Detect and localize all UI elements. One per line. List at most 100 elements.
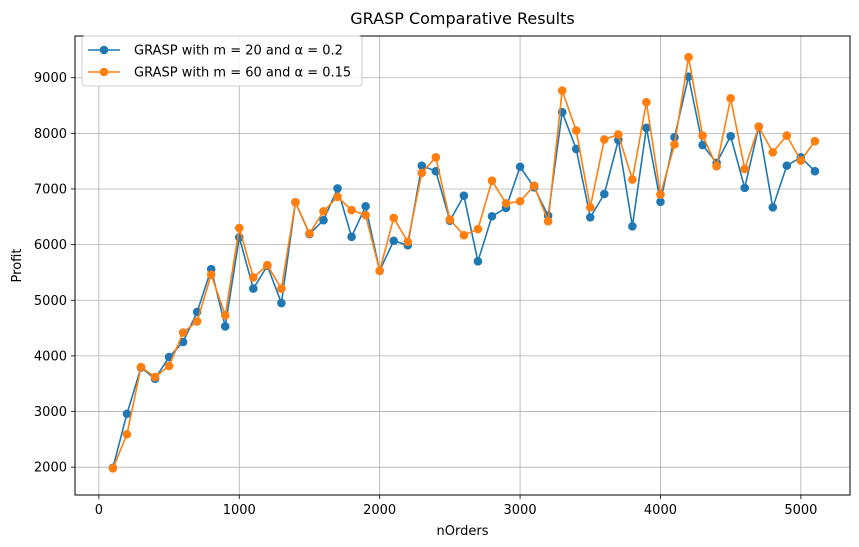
series-2-point <box>263 260 272 270</box>
series-2-point <box>333 192 342 202</box>
series-1-point <box>585 213 595 222</box>
series-1-point <box>782 161 792 170</box>
series-2-point <box>670 140 679 149</box>
series-2-point <box>628 175 637 184</box>
series-2-point <box>810 136 820 146</box>
series-2-point <box>136 362 146 372</box>
series-2-point <box>389 213 399 223</box>
series-2-point <box>487 176 497 185</box>
series-2-point <box>529 181 539 190</box>
legend-swatch-marker <box>99 45 109 55</box>
x-tick-label: 1000 <box>223 503 256 518</box>
x-tick-label: 3000 <box>504 503 537 518</box>
series-2-point <box>543 216 553 226</box>
series-1-point <box>515 162 525 172</box>
series-2-point <box>459 230 469 240</box>
series-2-point <box>249 273 258 282</box>
series-1-point <box>178 337 188 347</box>
series-1-point <box>389 236 399 246</box>
axis-ticks: 0 1000 2000 3000 4000 5000 2000 3000 4000 5000 600… <box>34 71 818 518</box>
series-2-point <box>614 130 623 139</box>
series-2-point <box>600 135 609 144</box>
series-1-point <box>459 191 469 200</box>
series-1-point <box>319 215 328 225</box>
series-1-point <box>333 184 342 193</box>
grid <box>75 36 850 495</box>
series-2-point <box>108 463 118 473</box>
series-layer <box>108 52 820 473</box>
legend-label: GRASP with m = 60 and α = 0.15 <box>134 66 351 81</box>
legend: GRASP with m = 20 and α = 0.2 GRASP with … <box>81 35 363 87</box>
series-2-point <box>347 205 356 215</box>
series-2-point <box>571 126 581 135</box>
series-2-point <box>726 94 735 103</box>
x-tick-label: 2000 <box>363 503 396 518</box>
series-2-point <box>319 206 328 216</box>
series-2-point <box>178 328 188 337</box>
series-1-point <box>810 166 820 176</box>
chart-title: GRASP Comparative Results <box>350 9 574 28</box>
plot-frame <box>74 35 851 496</box>
y-tick-label: 8000 <box>34 127 67 142</box>
series-2-point <box>585 203 595 212</box>
series-2-point <box>291 198 300 207</box>
series-1-point <box>600 189 609 199</box>
series-1-point <box>628 221 637 231</box>
y-tick-label: 5000 <box>34 294 67 309</box>
legend-box <box>81 35 363 87</box>
series-2-point <box>642 97 651 107</box>
series-2-point <box>473 224 483 234</box>
series-2-point <box>768 147 778 157</box>
series-2-point <box>192 317 202 326</box>
y-tick-label: 6000 <box>34 238 67 253</box>
series-2-point <box>712 161 721 171</box>
y-tick-label: 4000 <box>34 349 67 364</box>
series-2-point <box>417 168 427 178</box>
legend-swatch-marker <box>99 67 109 77</box>
series-2-point <box>361 210 370 220</box>
series-2-point <box>220 310 230 320</box>
series-1-point <box>698 140 707 150</box>
y-tick-label: 7000 <box>34 183 67 198</box>
y-tick-label: 3000 <box>34 405 67 420</box>
series-2-point <box>782 131 792 140</box>
series-2-point <box>403 237 413 247</box>
series-1-point <box>726 131 735 141</box>
series-2-point <box>754 122 764 131</box>
y-axis-title: Profit <box>10 249 25 283</box>
series-2-point <box>305 229 314 238</box>
series-1 <box>108 72 820 473</box>
series-1-point <box>277 298 286 308</box>
series-1-point <box>347 232 356 242</box>
series-1-point <box>220 322 230 331</box>
series-2-point <box>206 270 216 279</box>
x-axis-title: nOrders <box>437 524 489 539</box>
x-tick-label: 5000 <box>784 503 817 518</box>
series-2 <box>108 52 820 473</box>
series-1-point <box>122 409 132 419</box>
x-tick-label: 4000 <box>644 503 677 518</box>
legend-label: GRASP with m = 20 and α = 0.2 <box>134 44 343 59</box>
series-2-point <box>431 152 441 162</box>
series-1-point <box>740 183 750 193</box>
series-2-point <box>150 372 160 382</box>
series-2-point <box>375 266 384 276</box>
y-tick-label: 9000 <box>34 71 67 86</box>
series-1-point <box>473 257 483 266</box>
series-1-point <box>487 211 497 221</box>
series-2-point <box>445 215 455 224</box>
series-2-point <box>515 196 525 206</box>
y-tick-label: 2000 <box>34 461 67 476</box>
series-1-point <box>768 203 778 212</box>
series-1-point <box>656 197 665 207</box>
series-1-point <box>361 201 370 211</box>
series-2-point <box>234 223 244 233</box>
series-1-point <box>417 161 427 170</box>
series-2-point <box>557 86 567 95</box>
series-1-point <box>642 123 651 133</box>
series-2-point <box>501 199 511 208</box>
series-2-point <box>656 190 665 199</box>
series-2-point <box>164 361 174 371</box>
x-tick-label: 0 <box>95 503 103 518</box>
